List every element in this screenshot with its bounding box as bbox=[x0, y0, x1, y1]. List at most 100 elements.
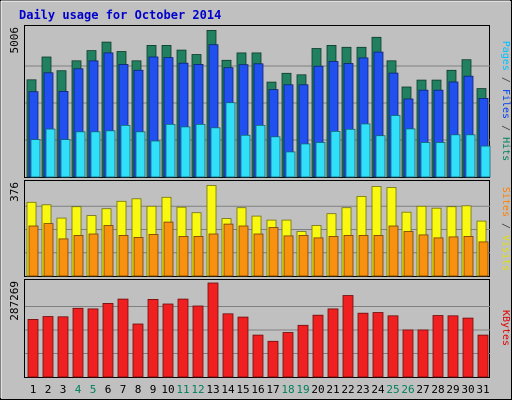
bar-sites-day-23 bbox=[358, 234, 369, 277]
bar-kbytes-day-14 bbox=[222, 313, 234, 378]
bar-pages-day-14 bbox=[225, 102, 236, 178]
day-label-15: 15 bbox=[236, 383, 249, 396]
panel-bottom-legend-label: KBytes bbox=[500, 310, 511, 346]
bar-pages-day-3 bbox=[60, 139, 71, 178]
day-label-18: 18 bbox=[281, 383, 294, 396]
bar-kbytes-day-30 bbox=[462, 317, 474, 378]
bar-sites-day-27 bbox=[418, 234, 429, 277]
bar-pages-day-24 bbox=[375, 135, 386, 178]
panel-side-labels: Pages / Files / Hits Sites / Visits KBytes bbox=[500, 41, 511, 346]
bar-sites-day-8 bbox=[133, 236, 144, 277]
bar-pages-day-21 bbox=[330, 130, 341, 178]
bar-pages-day-29 bbox=[450, 134, 461, 178]
bar-sites-day-21 bbox=[328, 235, 339, 277]
bar-sites-day-29 bbox=[448, 236, 459, 277]
day-label-9: 9 bbox=[150, 383, 157, 396]
panel-middle-legend-label: Sites / Visits bbox=[500, 187, 511, 271]
panel-middle-max-label: 376 bbox=[8, 182, 21, 202]
bar-sites-day-22 bbox=[343, 234, 354, 277]
day-label-6: 6 bbox=[105, 383, 112, 396]
day-label-23: 23 bbox=[356, 383, 369, 396]
day-label-31: 31 bbox=[476, 383, 489, 396]
day-label-24: 24 bbox=[371, 383, 385, 396]
legend-label-part: Hits bbox=[500, 137, 511, 161]
bar-sites-day-26 bbox=[403, 231, 414, 277]
bar-sites-day-24 bbox=[373, 234, 384, 277]
bar-kbytes-day-15 bbox=[237, 316, 249, 378]
bar-sites-day-4 bbox=[73, 234, 84, 277]
day-label-2: 2 bbox=[45, 383, 52, 396]
bar-sites-day-20 bbox=[313, 237, 324, 277]
day-label-11: 11 bbox=[176, 383, 189, 396]
legend-label-part: Files bbox=[500, 89, 511, 119]
bar-pages-day-2 bbox=[45, 128, 56, 178]
bar-sites-day-11 bbox=[178, 235, 189, 277]
day-label-16: 16 bbox=[251, 383, 264, 396]
bar-kbytes-day-13 bbox=[207, 282, 219, 378]
bar-pages-day-23 bbox=[360, 123, 371, 178]
bar-kbytes-day-21 bbox=[327, 308, 339, 378]
day-label-28: 28 bbox=[431, 383, 444, 396]
panel-top-legend-label: Pages / Files / Hits bbox=[500, 41, 511, 161]
bar-kbytes-day-31 bbox=[477, 334, 489, 378]
bar-sites-day-15 bbox=[238, 225, 249, 277]
x-axis-day-labels: 1 2 3 4 5 6 7 8 9 10 11 12 13 14 15 16 17 18 19 20 21 22 23 24 2… bbox=[30, 383, 490, 396]
bar-pages-day-19 bbox=[300, 143, 311, 178]
day-label-22: 22 bbox=[341, 383, 354, 396]
bar-kbytes-day-23 bbox=[357, 312, 369, 378]
bar-kbytes-day-7 bbox=[117, 298, 129, 378]
bar-kbytes-day-26 bbox=[402, 329, 414, 378]
day-label-5: 5 bbox=[90, 383, 97, 396]
day-label-7: 7 bbox=[120, 383, 127, 396]
bar-kbytes-day-20 bbox=[312, 314, 324, 378]
chart-title: Daily usage for October 2014 bbox=[19, 8, 221, 22]
day-label-8: 8 bbox=[135, 383, 142, 396]
bar-kbytes-day-5 bbox=[87, 308, 99, 378]
chart-marks bbox=[25, 29, 491, 378]
day-label-1: 1 bbox=[30, 383, 37, 396]
bar-kbytes-day-28 bbox=[432, 315, 444, 378]
bar-kbytes-day-9 bbox=[147, 298, 159, 378]
bar-kbytes-day-19 bbox=[297, 324, 309, 378]
legend-label-part: Visits bbox=[500, 235, 511, 271]
day-label-25: 25 bbox=[386, 383, 399, 396]
bar-sites-day-14 bbox=[223, 223, 234, 277]
day-label-21: 21 bbox=[326, 383, 339, 396]
bar-pages-day-18 bbox=[285, 151, 296, 178]
bar-pages-day-8 bbox=[135, 131, 146, 178]
bar-kbytes-day-10 bbox=[162, 303, 174, 378]
bar-pages-day-12 bbox=[195, 124, 206, 178]
bar-sites-day-9 bbox=[148, 233, 159, 277]
bar-pages-day-22 bbox=[345, 128, 356, 178]
bar-sites-day-16 bbox=[253, 233, 264, 277]
bar-kbytes-day-22 bbox=[342, 295, 354, 378]
day-label-27: 27 bbox=[416, 383, 429, 396]
bar-sites-day-6 bbox=[103, 225, 114, 277]
bar-pages-day-20 bbox=[315, 142, 326, 178]
bar-pages-day-4 bbox=[75, 131, 86, 178]
bar-pages-day-10 bbox=[165, 124, 176, 178]
bar-pages-day-7 bbox=[120, 125, 131, 178]
bar-pages-day-1 bbox=[30, 139, 41, 178]
panel-bottom-max-label: 287269 bbox=[8, 281, 21, 321]
panel-top-max-label: 5006 bbox=[8, 27, 21, 54]
day-label-26: 26 bbox=[401, 383, 414, 396]
bar-pages-day-17 bbox=[270, 136, 281, 178]
day-label-20: 20 bbox=[311, 383, 324, 396]
day-label-10: 10 bbox=[161, 383, 174, 396]
legend-label-part: / bbox=[500, 217, 511, 235]
bar-kbytes-day-3 bbox=[57, 316, 69, 378]
bar-sites-day-5 bbox=[88, 233, 99, 277]
bar-pages-day-25 bbox=[390, 115, 401, 178]
bar-sites-day-31 bbox=[478, 241, 489, 277]
day-label-29: 29 bbox=[446, 383, 459, 396]
bar-sites-day-3 bbox=[58, 238, 69, 277]
bar-kbytes-day-24 bbox=[372, 312, 384, 378]
bar-pages-day-6 bbox=[105, 130, 116, 178]
bar-pages-day-15 bbox=[240, 134, 251, 178]
bar-kbytes-day-25 bbox=[387, 315, 399, 378]
bar-sites-day-1 bbox=[28, 225, 39, 277]
bar-kbytes-day-16 bbox=[252, 334, 264, 378]
bar-kbytes-day-6 bbox=[102, 302, 114, 378]
